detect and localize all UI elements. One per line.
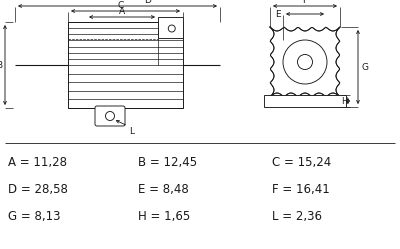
- Text: C = 15,24: C = 15,24: [272, 156, 331, 169]
- Text: D: D: [144, 0, 151, 5]
- Text: C: C: [117, 1, 124, 10]
- Text: E: E: [275, 9, 281, 18]
- Text: L: L: [129, 127, 134, 136]
- Bar: [68, 22, 183, 108]
- Text: H = 1,65: H = 1,65: [138, 210, 190, 223]
- Circle shape: [106, 112, 114, 121]
- Text: L = 2,36: L = 2,36: [272, 210, 322, 223]
- FancyBboxPatch shape: [95, 106, 125, 126]
- Text: B: B: [0, 61, 2, 69]
- Text: F = 16,41: F = 16,41: [272, 183, 330, 196]
- Circle shape: [168, 25, 175, 32]
- Circle shape: [283, 40, 327, 84]
- Bar: [270, 27, 340, 97]
- Text: A: A: [119, 7, 125, 16]
- Text: E = 8,48: E = 8,48: [138, 183, 189, 196]
- Circle shape: [298, 55, 312, 69]
- Text: D = 28,58: D = 28,58: [8, 183, 68, 196]
- Text: H: H: [341, 97, 347, 106]
- Bar: [158, 17, 183, 38]
- Text: G = 8,13: G = 8,13: [8, 210, 60, 223]
- Text: B = 12,45: B = 12,45: [138, 156, 197, 169]
- Text: G: G: [361, 62, 368, 71]
- Text: F: F: [302, 0, 308, 5]
- Bar: [264, 95, 346, 107]
- Text: A = 11,28: A = 11,28: [8, 156, 67, 169]
